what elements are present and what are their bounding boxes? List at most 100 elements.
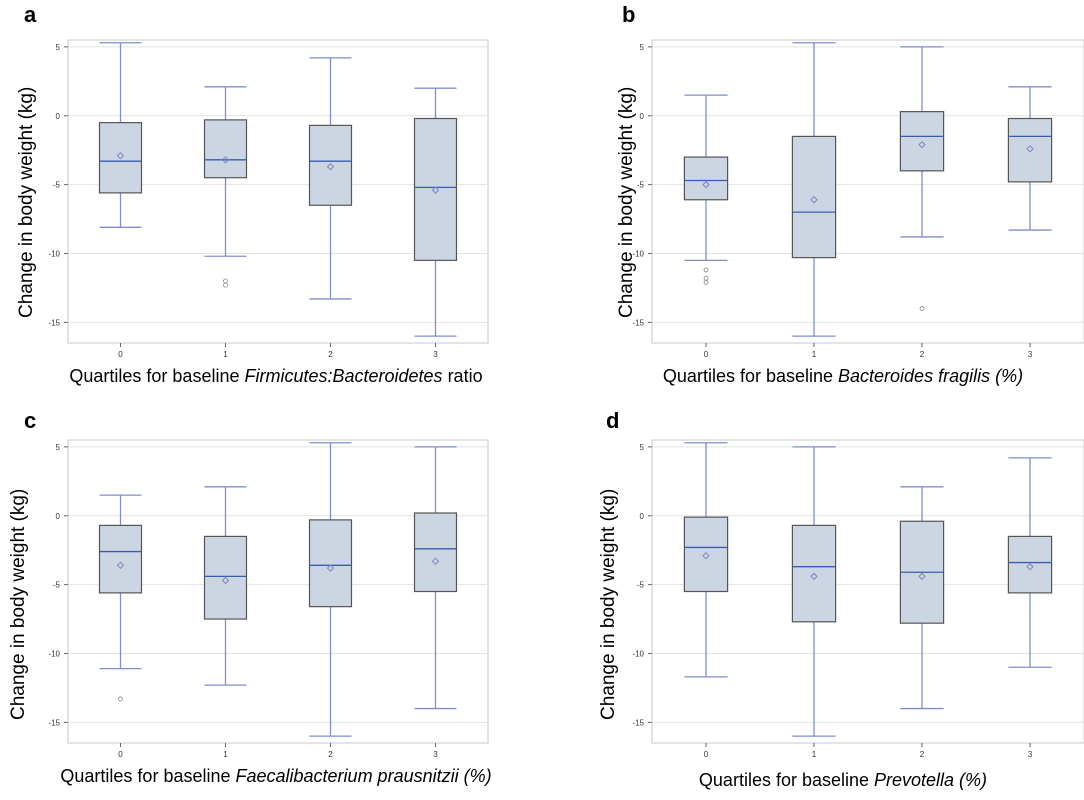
- y-tick-label: -10: [632, 249, 644, 258]
- y-tick-label: -15: [632, 718, 644, 727]
- box-1: [791, 446, 837, 737]
- iqr-box: [413, 512, 458, 593]
- mean-marker: [431, 557, 440, 565]
- x-tick-label: 0: [118, 750, 123, 759]
- mean-marker: [221, 576, 230, 585]
- x-axis-label-part: Quartiles for baseline: [698, 770, 875, 790]
- y-tick-label: 0: [56, 512, 61, 521]
- mean-marker: [1026, 563, 1034, 571]
- x-axis-label-part: Prevotella (%): [874, 770, 988, 790]
- iqr-box: [203, 119, 248, 179]
- x-tick-label: 1: [223, 350, 228, 359]
- y-tick-label: -10: [632, 649, 644, 658]
- outlier-point: [919, 306, 925, 311]
- y-tick-label: 5: [640, 43, 645, 52]
- x-axis-label: Quartiles for baseline Faecalibacterium …: [0, 766, 542, 787]
- iqr-box: [683, 156, 729, 201]
- outlier-point: [223, 282, 228, 288]
- panel-letter-b: b: [622, 2, 636, 27]
- box-2: [308, 57, 353, 300]
- x-axis-label-part: ratio: [442, 366, 483, 386]
- outlier-point: [703, 267, 709, 273]
- iqr-box: [98, 122, 143, 194]
- y-tick-label: 0: [640, 112, 645, 121]
- boxplot-c: 5 0 -5 -10 -15 0 1 2 3: [48, 439, 489, 759]
- x-tick-label: 2: [920, 750, 925, 759]
- y-tick-label: -5: [637, 581, 645, 590]
- chart-panel-c: c Change in body weight (kg) 5 0 -5 -10 -15 0…: [0, 400, 542, 800]
- iqr-box: [1007, 117, 1053, 183]
- x-tick-label: 2: [920, 350, 925, 359]
- mean-marker: [431, 186, 440, 194]
- y-tick-label: -15: [632, 318, 644, 327]
- x-axis-label-part: Quartiles for baseline: [69, 366, 245, 386]
- y-tick-label: -5: [53, 581, 61, 590]
- box-0: [98, 42, 143, 228]
- x-tick-label: 2: [328, 350, 333, 359]
- y-tick-label: 5: [56, 443, 61, 452]
- x-tick-label: 3: [433, 350, 438, 359]
- panel-letter-c: c: [24, 408, 37, 433]
- x-tick-label: 3: [433, 750, 438, 759]
- outlier-point: [703, 275, 709, 281]
- panel-letter-d: d: [606, 408, 620, 433]
- outlier-point: [703, 279, 709, 285]
- boxplot-d: 5 0 -5 -10 -15 0 1 2 3: [632, 439, 1084, 759]
- y-tick-label: 5: [56, 43, 61, 52]
- box-1: [203, 486, 248, 686]
- box-1: [791, 42, 837, 337]
- x-tick-label: 0: [704, 350, 709, 359]
- y-tick-label: -5: [53, 181, 61, 190]
- iqr-box: [308, 519, 353, 608]
- y-tick-label: 0: [56, 112, 61, 121]
- box-3: [1007, 457, 1053, 668]
- x-axis-label: Quartiles for baseline Prevotella (%): [542, 770, 1084, 791]
- mean-marker: [918, 140, 926, 149]
- mean-marker: [326, 564, 335, 572]
- x-tick-label: 3: [1028, 350, 1033, 359]
- plot-frame: [651, 439, 1084, 744]
- x-tick-label: 1: [812, 750, 817, 759]
- mean-marker: [116, 151, 125, 160]
- chart-panel-d: d Change in body weight (kg) 5 0 -5 -10 -15 0…: [542, 400, 1084, 800]
- x-tick-label: 1: [812, 350, 817, 359]
- x-axis-label-part: Quartiles for baseline: [60, 766, 236, 786]
- box-3: [413, 87, 458, 337]
- box-0: [683, 442, 729, 678]
- boxplot-a: 5 0 -5 -10 -15 0 1 2 3: [48, 39, 489, 359]
- box-2: [899, 46, 945, 311]
- plot-frame: [651, 39, 1084, 344]
- mean-marker: [221, 156, 230, 164]
- y-tick-label: -15: [48, 718, 60, 727]
- x-tick-label: 0: [704, 750, 709, 759]
- mean-marker: [702, 180, 710, 189]
- box-1: [203, 86, 248, 288]
- mean-marker: [1026, 145, 1034, 153]
- x-tick-label: 1: [223, 750, 228, 759]
- plot-frame: [67, 439, 489, 744]
- iqr-box: [683, 516, 729, 593]
- chart-panel-b: b Change in body weight (kg) 5 0 -5 -10 -15 0…: [542, 0, 1084, 400]
- x-axis-label-part: Bacteroides fragilis (%): [838, 366, 1024, 386]
- mean-marker: [702, 551, 710, 560]
- box-0: [98, 494, 143, 702]
- x-tick-label: 2: [328, 750, 333, 759]
- outlier-point: [223, 278, 228, 284]
- outlier-point: [118, 696, 123, 702]
- iqr-box: [98, 524, 143, 594]
- y-tick-label: -5: [637, 181, 645, 190]
- iqr-box: [413, 117, 458, 261]
- y-tick-label: 5: [640, 443, 645, 452]
- x-axis-label: Quartiles for baseline Firmicutes:Bacter…: [0, 366, 542, 387]
- y-tick-label: -10: [48, 649, 60, 658]
- panel-letter-a: a: [24, 2, 37, 27]
- box-3: [1007, 86, 1053, 231]
- x-axis-label: Quartiles for baseline Bacteroides fragi…: [542, 366, 1084, 387]
- box-3: [413, 446, 458, 710]
- mean-marker: [116, 561, 125, 570]
- iqr-box: [1007, 535, 1053, 594]
- y-tick-label: -15: [48, 318, 60, 327]
- boxplot-b: 5 0 -5 -10 -15 0 1 2 3: [632, 39, 1084, 359]
- mean-marker: [810, 196, 818, 204]
- box-2: [899, 486, 945, 710]
